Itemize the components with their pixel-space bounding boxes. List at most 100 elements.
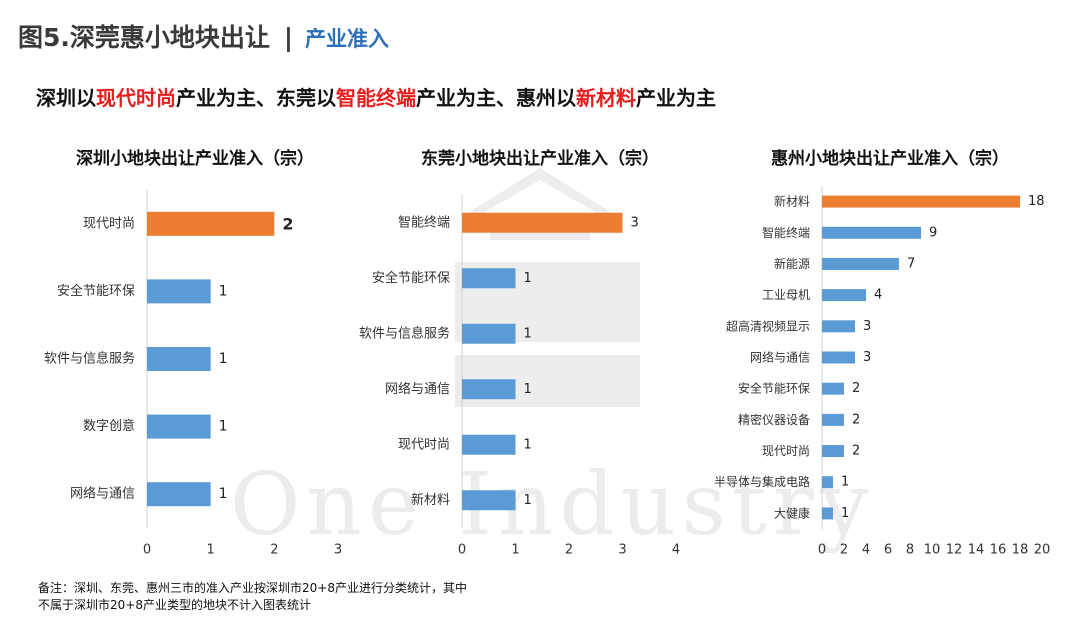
chart-category-label: 新能源: [774, 256, 810, 271]
chart-bar: [147, 211, 275, 236]
chart-bar: [822, 445, 844, 458]
chart-category-label: 智能终端: [398, 214, 450, 230]
page-subtitle: 产业准入: [305, 27, 390, 51]
chart-bar: [147, 414, 211, 439]
chart-value-label: 2: [852, 412, 860, 427]
chart-value-label: 3: [863, 350, 871, 365]
watermark-text: One Industry: [230, 455, 875, 555]
summary-text-1: 深圳以: [36, 86, 96, 110]
chart-bar: [822, 382, 844, 395]
chart-value-label: 1: [524, 437, 532, 452]
chart-value-label: 1: [841, 506, 849, 521]
chart-value-label: 3: [863, 319, 871, 334]
chart-value-label: 4: [874, 288, 882, 303]
chart-tick-label: 20: [1034, 543, 1051, 558]
chart-tick-label: 2: [840, 543, 848, 558]
chart-tick-label: 12: [946, 543, 963, 558]
chart-dongguan: 智能终端 3 安全节能环保 1 软件与信息服务 1 网络与通信 1 现代时尚 1 新材料 1 0 1 2 3 4: [359, 195, 680, 558]
chart-tick-label: 16: [990, 543, 1007, 558]
chart-value-label: 1: [524, 326, 532, 341]
chart-title-dongguan: 东莞小地块出让产业准入（宗）: [421, 149, 659, 169]
chart-category-label: 安全节能环保: [57, 283, 135, 299]
chart-category-label: 软件与信息服务: [44, 351, 135, 367]
chart-bar: [462, 434, 516, 455]
chart-value-label: 2: [852, 381, 860, 396]
chart-tick-label: 0: [458, 543, 466, 558]
chart-bar: [462, 379, 516, 400]
chart-value-label: 7: [907, 256, 915, 271]
title-separator: |: [283, 23, 294, 52]
chart-bar: [822, 413, 844, 426]
chart-category-label: 工业母机: [762, 288, 810, 302]
chart-category-label: 精密仪器设备: [738, 412, 810, 427]
summary-text-4: 产业为主: [636, 86, 716, 110]
footnote: 备注：深圳、东莞、惠州三市的准入产业按深圳市20+8产业进行分类统计，其中 不属…: [38, 580, 467, 614]
chart-tick-label: 4: [672, 543, 680, 558]
chart-category-label: 安全节能环保: [372, 270, 450, 286]
chart-tick-label: 2: [565, 543, 573, 558]
chart-bar: [822, 226, 921, 239]
chart-tick-label: 4: [862, 543, 870, 558]
chart-title-shenzhen: 深圳小地块出让产业准入（宗）: [76, 149, 314, 169]
chart-bar: [822, 507, 833, 520]
chart-value-label: 1: [524, 271, 532, 286]
chart-bar: [822, 257, 899, 270]
chart-tick-label: 2: [270, 543, 278, 558]
chart-tick-label: 3: [618, 543, 626, 558]
summary-text-3: 产业为主、惠州以: [416, 86, 576, 110]
chart-tick-label: 0: [818, 543, 826, 558]
chart-category-label: 超高清视频显示: [726, 318, 810, 333]
chart-value-label: 1: [219, 283, 228, 299]
chart-bar: [822, 195, 1020, 208]
chart-tick-label: 6: [884, 543, 892, 558]
chart-category-label: 网络与通信: [385, 381, 450, 397]
chart-tick-label: 18: [1012, 543, 1029, 558]
chart-category-label: 安全节能环保: [738, 381, 810, 396]
chart-bar: [462, 268, 516, 289]
summary-highlight-shenzhen: 现代时尚: [96, 86, 176, 110]
chart-category-label: 大健康: [774, 505, 810, 520]
chart-category-label: 数字创意: [83, 418, 135, 434]
footnote-line-1: 备注：深圳、东莞、惠州三市的准入产业按深圳市20+8产业进行分类统计，其中: [38, 581, 467, 595]
chart-category-label: 现代时尚: [83, 216, 135, 231]
chart-bar: [822, 289, 866, 302]
chart-value-label: 2: [282, 214, 293, 233]
chart-category-label: 新材料: [411, 492, 450, 508]
chart-value-label: 1: [841, 475, 849, 490]
chart-value-label: 1: [219, 419, 228, 435]
page-header: 图5.深莞惠小地块出让 | 产业准入: [18, 18, 389, 58]
chart-tick-label: 0: [143, 543, 151, 558]
summary-line: 深圳以现代时尚产业为主、东莞以智能终端产业为主、惠州以新材料产业为主: [36, 82, 716, 111]
chart-tick-label: 14: [968, 543, 985, 558]
chart-value-label: 3: [631, 215, 639, 230]
chart-value-label: 9: [929, 225, 937, 240]
chart-category-label: 新材料: [774, 194, 810, 209]
footnote-line-2: 不属于深圳市20+8产业类型的地块不计入图表统计: [38, 598, 311, 612]
chart-bar: [147, 347, 211, 371]
chart-tick-label: 3: [334, 543, 342, 558]
chart-bar: [147, 482, 211, 507]
chart-category-label: 网络与通信: [750, 350, 810, 365]
chart-tick-label: 10: [924, 543, 941, 558]
summary-highlight-huizhou: 新材料: [576, 86, 636, 110]
chart-bar: [822, 476, 833, 489]
chart-value-label: 1: [524, 382, 532, 397]
summary-text-2: 产业为主、东莞以: [176, 86, 336, 110]
chart-bar: [822, 351, 855, 364]
chart-tick-label: 1: [511, 543, 519, 558]
chart-bar: [462, 323, 516, 344]
chart-bar: [462, 212, 623, 233]
chart-value-label: 1: [219, 486, 228, 502]
chart-tick-label: 1: [207, 543, 215, 558]
chart-category-label: 软件与信息服务: [359, 325, 450, 341]
page-title: 图5.深莞惠小地块出让: [18, 23, 270, 52]
chart-title-huizhou: 惠州小地块出让产业准入（宗）: [771, 149, 1009, 169]
chart-category-label: 现代时尚: [398, 437, 450, 452]
chart-bar: [462, 490, 516, 511]
chart-value-label: 1: [524, 493, 532, 508]
chart-shenzhen: 现代时尚 2 安全节能环保 1 软件与信息服务 1 数字创意 1 网络与通信 1 0 1 2 3: [44, 190, 342, 558]
chart-category-label: 智能终端: [762, 225, 810, 240]
chart-tick-label: 8: [906, 543, 914, 558]
